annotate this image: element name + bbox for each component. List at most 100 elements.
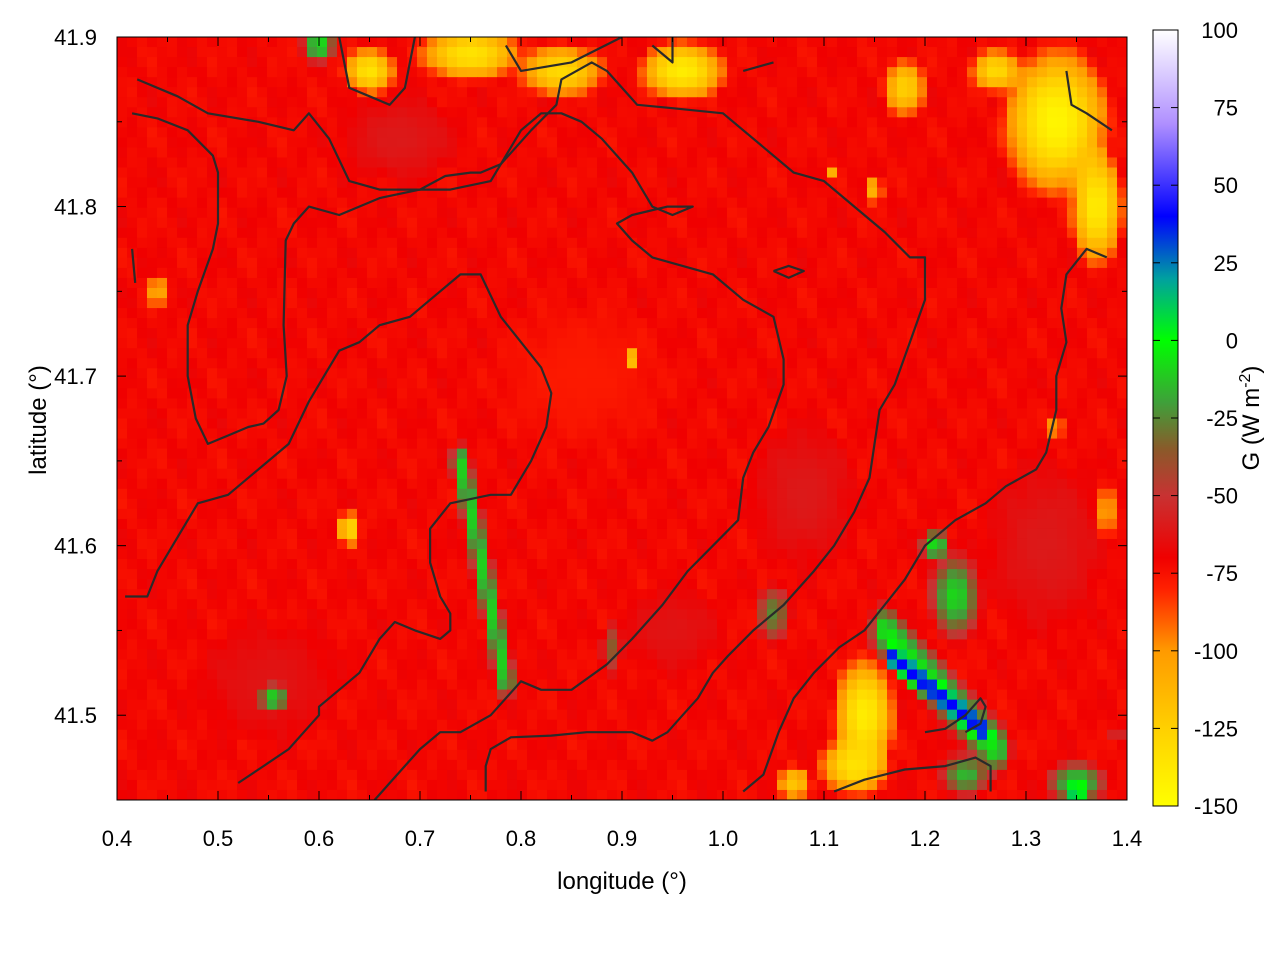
heatmap-cell bbox=[927, 217, 938, 229]
heatmap-cell bbox=[327, 378, 338, 389]
heatmap-cell bbox=[357, 217, 368, 229]
heatmap-cell bbox=[207, 408, 218, 420]
heatmap-cell bbox=[417, 518, 428, 530]
heatmap-cell bbox=[437, 67, 448, 78]
heatmap-cell bbox=[447, 47, 458, 58]
heatmap-cell bbox=[457, 247, 468, 259]
heatmap-cell bbox=[187, 438, 198, 450]
heatmap-cell bbox=[1107, 47, 1118, 58]
heatmap-cell bbox=[887, 478, 898, 490]
heatmap-cell bbox=[367, 127, 378, 138]
heatmap-cell bbox=[127, 97, 138, 108]
heatmap-cell bbox=[1007, 207, 1018, 219]
heatmap-cell bbox=[127, 47, 138, 58]
heatmap-cell bbox=[797, 488, 808, 500]
heatmap-cell bbox=[607, 107, 618, 118]
heatmap-cell bbox=[407, 37, 418, 48]
heatmap-cell bbox=[987, 368, 998, 379]
heatmap-cell bbox=[337, 277, 348, 289]
heatmap-cell bbox=[447, 318, 458, 329]
heatmap-cell bbox=[607, 207, 618, 219]
heatmap-cell bbox=[527, 428, 538, 440]
heatmap-cell bbox=[607, 47, 618, 58]
heatmap-cell bbox=[1017, 458, 1028, 470]
heatmap-cell bbox=[197, 328, 208, 339]
heatmap-cell bbox=[817, 247, 828, 259]
heatmap-cell bbox=[417, 47, 428, 58]
heatmap-cell bbox=[857, 157, 868, 169]
heatmap-cell bbox=[557, 127, 568, 138]
heatmap-cell bbox=[997, 97, 1008, 108]
heatmap-cell bbox=[387, 107, 398, 118]
heatmap-cell bbox=[1017, 267, 1028, 279]
heatmap-cell bbox=[157, 338, 168, 349]
heatmap-cell bbox=[847, 137, 858, 149]
heatmap-cell bbox=[357, 187, 368, 199]
heatmap-cell bbox=[157, 298, 168, 309]
heatmap-cell bbox=[907, 438, 918, 450]
heatmap-cell bbox=[1027, 408, 1038, 420]
heatmap-cell bbox=[597, 197, 608, 209]
heatmap-cell bbox=[837, 227, 848, 239]
heatmap-cell bbox=[737, 167, 748, 179]
heatmap-cell bbox=[667, 408, 678, 420]
heatmap-cell bbox=[327, 187, 338, 199]
heatmap-cell bbox=[567, 107, 578, 118]
heatmap-cell bbox=[897, 368, 908, 379]
heatmap-cell bbox=[767, 348, 778, 359]
heatmap-cell bbox=[707, 177, 718, 189]
heatmap-cell bbox=[287, 227, 298, 239]
heatmap-cell bbox=[127, 348, 138, 359]
heatmap-cell bbox=[787, 358, 798, 369]
heatmap-cell bbox=[717, 338, 728, 349]
heatmap-cell bbox=[817, 468, 828, 480]
heatmap-cell bbox=[687, 408, 698, 420]
heatmap-cell bbox=[1027, 167, 1038, 179]
heatmap-cell bbox=[597, 207, 608, 219]
heatmap-cell bbox=[867, 107, 878, 118]
heatmap-cell bbox=[507, 227, 518, 239]
heatmap-cell bbox=[1057, 358, 1068, 369]
heatmap-cell bbox=[797, 458, 808, 470]
heatmap-cell bbox=[1017, 408, 1028, 420]
heatmap-cell bbox=[357, 127, 368, 138]
heatmap-cell bbox=[1047, 107, 1058, 118]
heatmap-cell bbox=[577, 207, 588, 219]
heatmap-cell bbox=[557, 67, 568, 78]
heatmap-cell bbox=[1087, 358, 1098, 369]
heatmap-cell bbox=[977, 177, 988, 189]
heatmap-cell bbox=[667, 287, 678, 299]
heatmap-cell bbox=[547, 458, 558, 470]
heatmap-cell bbox=[387, 498, 398, 510]
heatmap-cell bbox=[477, 187, 488, 199]
heatmap-cell bbox=[457, 408, 468, 420]
heatmap-cell bbox=[977, 97, 988, 108]
heatmap-cell bbox=[717, 227, 728, 239]
heatmap-cell bbox=[737, 247, 748, 259]
heatmap-cell bbox=[357, 388, 368, 400]
heatmap-cell bbox=[267, 408, 278, 420]
heatmap-cell bbox=[597, 498, 608, 510]
heatmap-cell bbox=[747, 298, 758, 309]
heatmap-cell bbox=[1077, 448, 1088, 460]
heatmap-cell bbox=[617, 107, 628, 118]
heatmap-cell bbox=[737, 438, 748, 450]
heatmap-cell bbox=[437, 267, 448, 279]
heatmap-cell bbox=[777, 287, 788, 299]
heatmap-cell bbox=[487, 408, 498, 420]
heatmap-cell bbox=[637, 197, 648, 209]
heatmap-cell bbox=[627, 518, 638, 530]
heatmap-cell bbox=[187, 348, 198, 359]
heatmap-cell bbox=[207, 287, 218, 299]
heatmap-cell bbox=[437, 408, 448, 420]
heatmap-cell bbox=[637, 448, 648, 460]
heatmap-cell bbox=[127, 488, 138, 500]
heatmap-cell bbox=[117, 217, 128, 229]
heatmap-cell bbox=[677, 147, 688, 159]
heatmap-cell bbox=[687, 207, 698, 219]
heatmap-cell bbox=[737, 358, 748, 369]
heatmap-cell bbox=[897, 298, 908, 309]
heatmap-cell bbox=[907, 117, 918, 128]
heatmap-cell bbox=[1007, 348, 1018, 359]
heatmap-cell bbox=[837, 57, 848, 68]
